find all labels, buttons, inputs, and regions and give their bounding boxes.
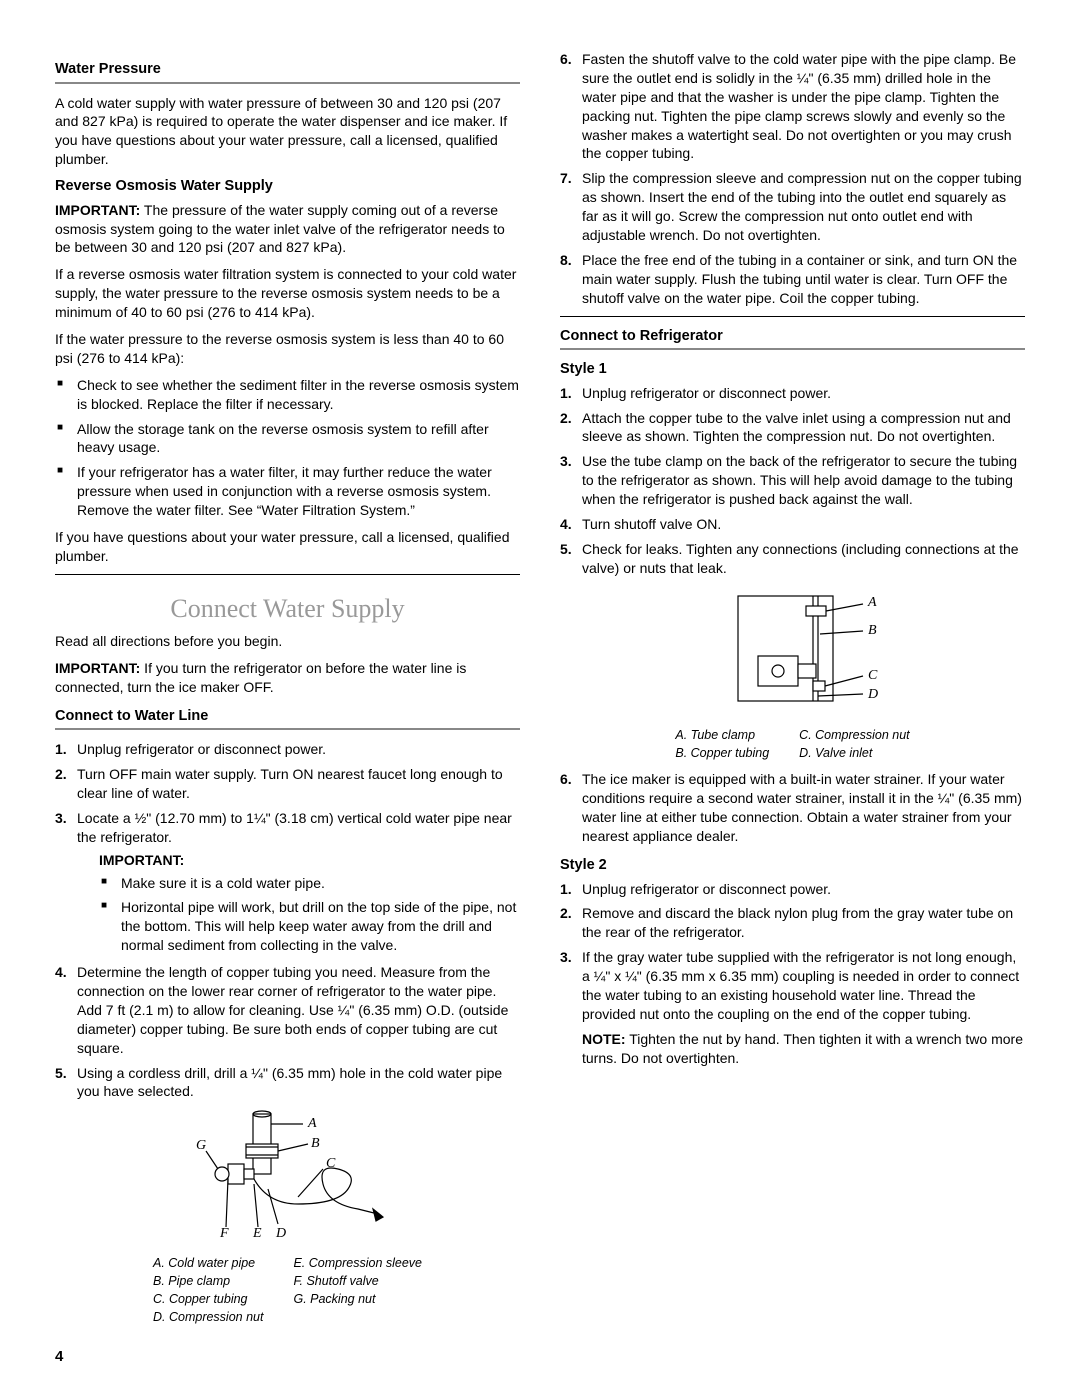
paragraph: If the water pressure to the reverse osm… (55, 330, 520, 368)
list-item: Fasten the shutoff valve to the cold wat… (582, 50, 1025, 163)
legend-item: F. Shutoff valve (293, 1273, 422, 1290)
ordered-list: Unplug refrigerator or disconnect power.… (560, 384, 1025, 578)
legend-item: E. Compression sleeve (293, 1255, 422, 1272)
label-c: C (326, 1156, 336, 1171)
rule (55, 728, 520, 730)
figure-legend: A. Cold water pipe B. Pipe clamp C. Copp… (55, 1255, 520, 1327)
legend-item: A. Cold water pipe (153, 1255, 263, 1272)
nested-block: IMPORTANT: Make sure it is a cold water … (99, 851, 520, 955)
two-column-layout: Water Pressure A cold water supply with … (55, 50, 1025, 1367)
paragraph: IMPORTANT: The pressure of the water sup… (55, 201, 520, 258)
note-label: NOTE: (582, 1031, 626, 1047)
list-item: Unplug refrigerator or disconnect power. (77, 740, 520, 759)
legend-item: B. Copper tubing (675, 745, 769, 762)
heading-water-pressure: Water Pressure (55, 60, 520, 80)
list-item: Using a cordless drill, drill a ¼" (6.35… (77, 1064, 520, 1102)
heading-style1: Style 1 (560, 360, 1025, 380)
list-item-text: Locate a ½" (12.70 mm) to 1¼" (3.18 cm) … (77, 810, 512, 845)
label-d: D (867, 687, 878, 702)
list-item: Check for leaks. Tighten any connections… (582, 540, 1025, 578)
list-item: Slip the compression sleeve and compress… (582, 169, 1025, 245)
label-c: C (868, 668, 878, 683)
heading-reverse-osmosis: Reverse Osmosis Water Supply (55, 177, 520, 197)
note-text: Tighten the nut by hand. Then tighten it… (582, 1031, 1023, 1066)
paragraph: If a reverse osmosis water filtration sy… (55, 265, 520, 322)
paragraph: A cold water supply with water pressure … (55, 94, 520, 170)
rule (560, 348, 1025, 350)
figure-legend: A. Tube clamp B. Copper tubing C. Compre… (560, 727, 1025, 763)
list-item: Horizontal pipe will work, but drill on … (121, 898, 520, 955)
list-item: Check to see whether the sediment filter… (77, 376, 520, 414)
legend-item: B. Pipe clamp (153, 1273, 263, 1290)
legend-col-left: A. Cold water pipe B. Pipe clamp C. Copp… (153, 1255, 263, 1327)
figure-refrigerator-valve: A B C D (560, 586, 1025, 721)
legend-item: C. Compression nut (799, 727, 909, 744)
bullet-list: Make sure it is a cold water pipe. Horiz… (99, 874, 520, 956)
paragraph: If you have questions about your water p… (55, 528, 520, 566)
list-item: Unplug refrigerator or disconnect power. (582, 880, 1025, 899)
list-item: If your refrigerator has a water filter,… (77, 463, 520, 520)
legend-item: A. Tube clamp (675, 727, 769, 744)
ordered-list: Unplug refrigerator or disconnect power.… (560, 880, 1025, 1068)
important-label: IMPORTANT: (55, 202, 140, 218)
legend-item: C. Copper tubing (153, 1291, 263, 1308)
ordered-list: Unplug refrigerator or disconnect power.… (55, 740, 520, 1101)
paragraph: Read all directions before you begin. (55, 632, 520, 651)
left-column: Water Pressure A cold water supply with … (55, 50, 520, 1367)
legend-col-left: A. Tube clamp B. Copper tubing (675, 727, 769, 763)
legend-item: D. Valve inlet (799, 745, 909, 762)
legend-item: G. Packing nut (293, 1291, 422, 1308)
bullet-list: Check to see whether the sediment filter… (55, 376, 520, 520)
diagram-icon: A B C D E F G (158, 1109, 418, 1249)
title-connect-water-supply: Connect Water Supply (55, 591, 520, 626)
legend-item: D. Compression nut (153, 1309, 263, 1326)
list-item: Remove and discard the black nylon plug … (582, 904, 1025, 942)
list-item: Attach the copper tube to the valve inle… (582, 409, 1025, 447)
list-item: Use the tube clamp on the back of the re… (582, 452, 1025, 509)
heading-style2: Style 2 (560, 856, 1025, 876)
label-d: D (275, 1226, 286, 1241)
list-item: Unplug refrigerator or disconnect power. (582, 384, 1025, 403)
list-item: Allow the storage tank on the reverse os… (77, 420, 520, 458)
important-label: IMPORTANT: (55, 660, 140, 676)
diagram-icon: A B C D (663, 586, 923, 721)
list-item: The ice maker is equipped with a built-i… (582, 770, 1025, 846)
rule (55, 574, 520, 575)
legend-col-right: E. Compression sleeve F. Shutoff valve G… (293, 1255, 422, 1327)
legend-col-right: C. Compression nut D. Valve inlet (799, 727, 909, 763)
label-b: B (311, 1136, 320, 1151)
label-b: B (868, 623, 877, 638)
ordered-list-continued: The ice maker is equipped with a built-i… (560, 770, 1025, 846)
ordered-list-continued: Fasten the shutoff valve to the cold wat… (560, 50, 1025, 308)
rule (560, 316, 1025, 317)
label-a: A (307, 1116, 317, 1131)
label-e: E (252, 1226, 262, 1241)
right-column: Fasten the shutoff valve to the cold wat… (560, 50, 1025, 1367)
list-item: If the gray water tube supplied with the… (582, 948, 1025, 1067)
label-g: G (196, 1138, 206, 1153)
label-f: F (219, 1226, 229, 1241)
heading-connect-water-line: Connect to Water Line (55, 707, 520, 727)
list-item-text: If the gray water tube supplied with the… (582, 949, 1019, 1022)
paragraph: IMPORTANT: If you turn the refrigerator … (55, 659, 520, 697)
page-number: 4 (55, 1347, 520, 1367)
heading-connect-refrigerator: Connect to Refrigerator (560, 327, 1025, 347)
list-item: Place the free end of the tubing in a co… (582, 251, 1025, 308)
note-paragraph: NOTE: Tighten the nut by hand. Then tigh… (582, 1030, 1025, 1068)
figure-shutoff-valve: A B C D E F G (55, 1109, 520, 1249)
label-a: A (867, 595, 877, 610)
list-item: Locate a ½" (12.70 mm) to 1¼" (3.18 cm) … (77, 809, 520, 955)
list-item: Turn shutoff valve ON. (582, 515, 1025, 534)
list-item: Make sure it is a cold water pipe. (121, 874, 520, 893)
list-item: Determine the length of copper tubing yo… (77, 963, 520, 1057)
important-label: IMPORTANT: (99, 851, 520, 870)
rule (55, 82, 520, 84)
list-item: Turn OFF main water supply. Turn ON near… (77, 765, 520, 803)
